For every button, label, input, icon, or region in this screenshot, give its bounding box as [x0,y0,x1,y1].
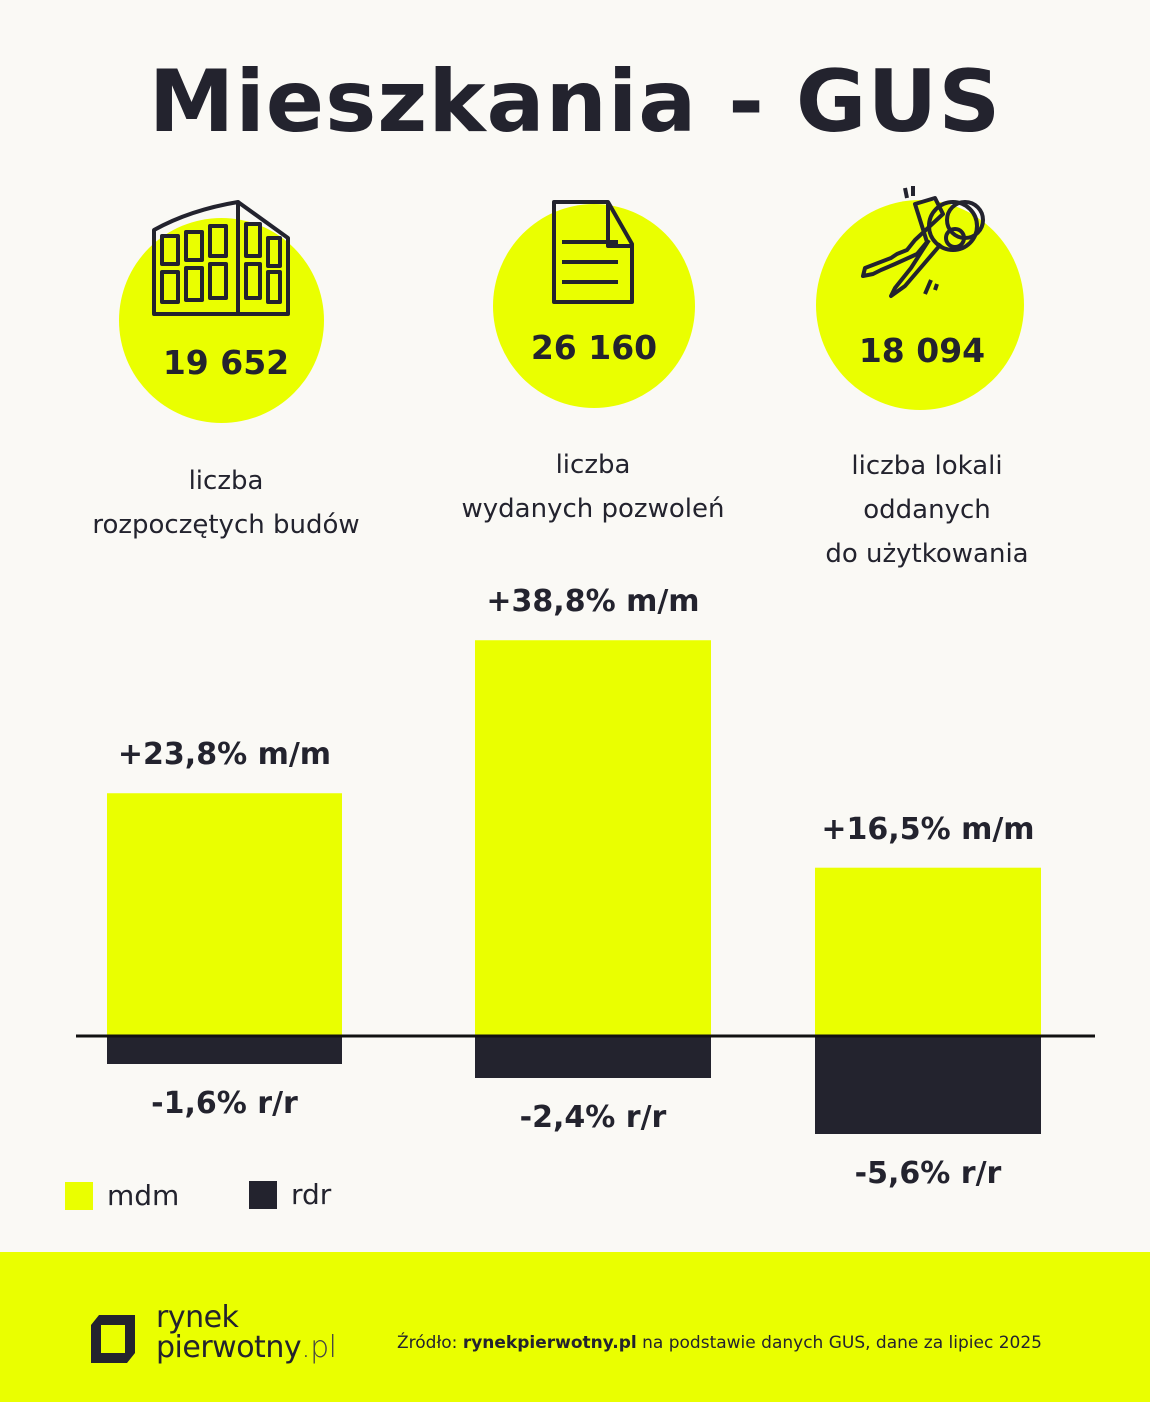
page-title: Mieszkania - GUS [148,52,1002,152]
stat-value: 19 652 [162,343,290,382]
stat-value: 26 160 [530,328,658,367]
source-link: rynekpierwotny.pl [462,1333,637,1353]
bar-mdm [815,867,1041,1036]
legend-label: mdm [107,1179,180,1212]
legend-item-mdm: mdm [65,1179,179,1212]
stat-label-line: rozpoczętych budów [92,510,360,540]
legend-item-rdr: rdr [249,1178,331,1211]
logo-suffix: .pl [301,1330,337,1365]
bar-chart [76,640,1095,1134]
data-label-mdm: +38,8% m/m [486,584,700,620]
stat-value: 18 094 [858,331,986,370]
bar-rdr [475,1036,711,1078]
data-label-mdm: +23,8% m/m [117,737,332,773]
stat-label-line: liczba lokali [851,451,1003,481]
document-icon [552,200,634,304]
bar-rdr [107,1036,342,1064]
logo-main: pierwotny [156,1330,302,1365]
data-label-rdr: -2,4% r/r [519,1100,667,1135]
stat-label: liczba rozpoczętych budów [36,459,416,547]
source-rest: na podstawie danych GUS, dane za lipiec … [636,1333,1042,1353]
bar-rdr [815,1036,1041,1134]
data-label-mdm: +16,5% m/m [821,811,1035,847]
logo-line: pierwotny.pl [156,1333,337,1363]
stat-label-line: liczba [555,450,631,480]
source-note: Źródło: rynekpierwotny.pl na podstawie d… [397,1333,1042,1353]
data-label-rdr: -1,6% r/r [151,1086,298,1121]
building-icon [152,200,290,316]
legend-swatch-mdm [65,1181,93,1210]
bar-mdm [107,793,342,1036]
stat-label: liczba lokali oddanych do użytkowania [737,444,1117,576]
source-prefix: Źródło: [397,1333,463,1353]
bar-mdm [475,640,711,1036]
logo-icon [91,1315,135,1363]
stat-label: liczba wydanych pozwoleń [403,443,783,531]
logo-line: rynek [156,1300,239,1335]
footer [0,1252,1150,1402]
stat-circle [493,204,695,408]
data-label-rdr: -5,6% r/r [854,1156,1002,1191]
legend-label: rdr [291,1178,332,1211]
stat-label-line: do użytkowania [825,539,1029,569]
keys-icon [861,186,985,298]
stat-label-line: oddanych [863,495,991,525]
stat-label-line: wydanych pozwoleń [461,494,725,524]
stat-label-line: liczba [188,466,264,496]
legend-swatch-rdr [249,1180,277,1209]
logo: rynek pierwotny.pl [156,1303,337,1363]
